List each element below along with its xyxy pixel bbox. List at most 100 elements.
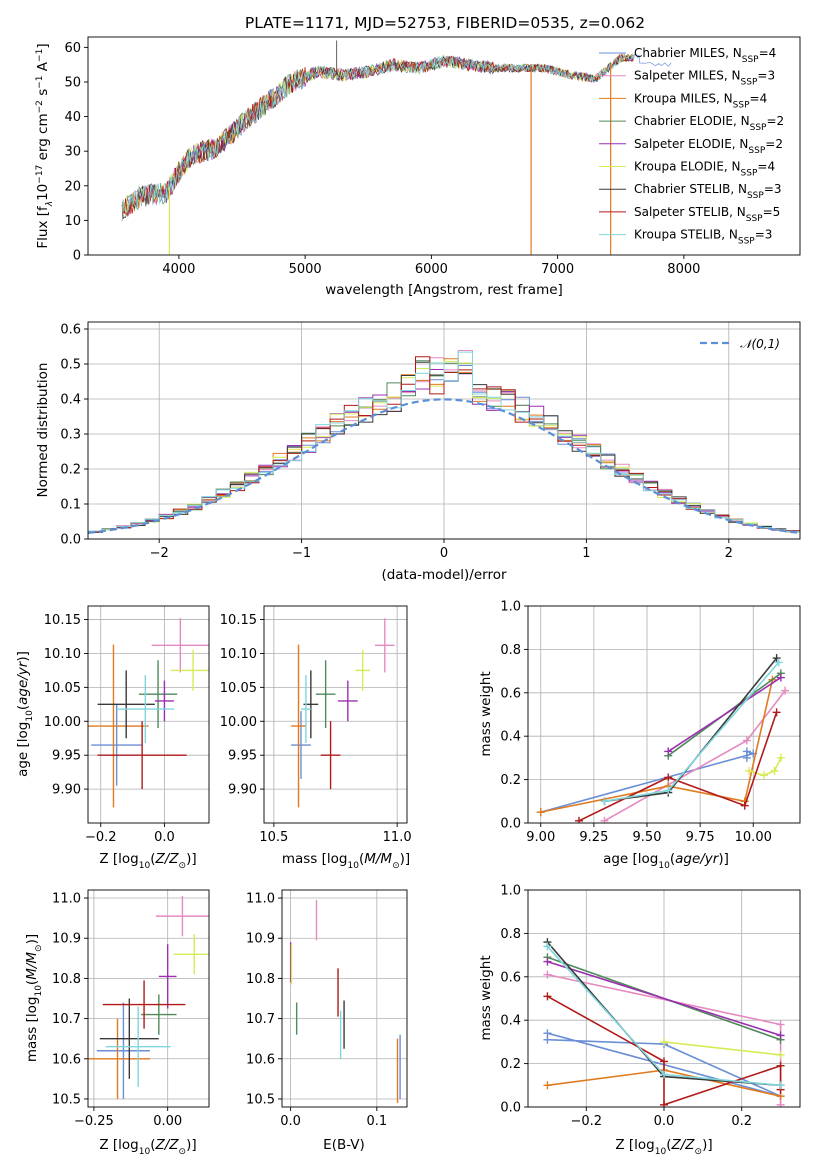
y-tick-label: 10.5: [246, 1092, 275, 1107]
y-tick-label: 10.9: [246, 932, 275, 947]
x-tick-label: 0.0: [280, 1114, 301, 1129]
x-axis-label: (data-model)/error: [381, 567, 507, 583]
x-tick-label: 9.50: [633, 830, 662, 845]
x-tick-label: 1: [582, 546, 590, 561]
x-tick-label: 10.5: [259, 830, 288, 845]
axes-frame: [281, 889, 408, 1108]
y-tick-label: 0.6: [500, 686, 521, 701]
y-tick-label: 0.0: [500, 1101, 521, 1116]
x-tick-label: 9.75: [686, 830, 715, 845]
normal-reference-curve: [88, 398, 800, 534]
plot-area: [88, 890, 209, 1107]
weight-line: [667, 676, 782, 753]
panel-age_vs_mass: 10.5 11.0 9.90 9.95 10.00 10.05 10.10 10.15 mass…: [220, 605, 412, 871]
axes-frame: [87, 36, 801, 256]
plot-layer: [88, 618, 209, 808]
x-tick-label: 9.25: [579, 830, 608, 845]
y-tick-label: 10.9: [52, 932, 81, 947]
y-tick-label: 1.0: [500, 600, 521, 615]
panel-weight_vs_Z: −0.2 0.0 0.2 0.0 0.2 0.4 0.6 0.8 1.0 Z [log10(Z/Z…: [478, 884, 801, 1157]
y-tick-label: 0.2: [500, 773, 521, 788]
panel-mass_vs_Z: −0.25 0.00 10.5 10.6 10.7 10.8 10.9 11.0 Z [log1…: [24, 889, 210, 1157]
x-tick-label: −0.2: [570, 1114, 602, 1129]
figure-title: PLATE=1171, MJD=52753, FIBERID=0535, z=0…: [245, 14, 645, 32]
y-axis-label: mass weight: [478, 955, 494, 1040]
y-tick-label: 10.7: [246, 1012, 275, 1027]
y-tick-label: 0.1: [60, 498, 81, 513]
y-tick-label: 9.90: [52, 783, 81, 798]
y-tick-label: 10: [64, 214, 81, 229]
y-tick-label: 10.15: [220, 613, 257, 628]
panel-weight_vs_age: 9.00 9.25 9.50 9.75 10.00 0.0 0.2 0.4 0.6 0.8 1.0 a…: [478, 600, 801, 871]
spectrum-line: [121, 52, 634, 214]
x-axis-label: age [log10(age/yr)]: [603, 851, 729, 871]
plot-layer: [289, 900, 401, 1103]
axes-frame: [263, 605, 408, 824]
y-tick-label: 10.00: [44, 715, 81, 730]
y-tick-label: 0.2: [60, 463, 81, 478]
y-tick-label: 9.95: [228, 749, 257, 764]
legend-entry: 𝒩(0,1): [740, 337, 780, 351]
panel-mass_vs_EBV: 0.0 0.1 10.5 10.6 10.7 10.8 10.9 11.0 E(B-V): [246, 889, 408, 1153]
x-axis-label: Z [log10(Z/Z⊙)]: [99, 851, 196, 871]
y-tick-label: 0.8: [500, 927, 521, 942]
y-tick-label: 40: [64, 110, 81, 125]
y-tick-label: 10.8: [52, 972, 81, 987]
plot-layer: [121, 40, 672, 255]
y-tick-label: 0: [73, 249, 81, 264]
plot-area: [282, 890, 407, 1107]
y-tick-label: 0.6: [60, 323, 81, 338]
weight-line: [578, 712, 778, 822]
x-tick-label: 0.0: [654, 1114, 675, 1129]
y-tick-label: 0.0: [60, 533, 81, 548]
y-tick-label: 10.05: [220, 681, 257, 696]
y-axis-label: mass weight: [478, 671, 494, 756]
x-tick-label: 0.1: [366, 1114, 387, 1129]
spectrum-line: [121, 53, 634, 215]
y-tick-label: 0.5: [60, 358, 81, 373]
x-tick-label: 5000: [289, 262, 322, 277]
y-tick-label: 10.10: [44, 647, 81, 662]
y-tick-label: 10.5: [52, 1092, 81, 1107]
y-tick-label: 10.05: [44, 681, 81, 696]
x-tick-label: −0.2: [85, 830, 117, 845]
x-axis-label: E(B-V): [323, 1137, 365, 1153]
y-tick-label: 10.8: [246, 972, 275, 987]
spectrum-line: [121, 53, 634, 217]
plot-area: [88, 606, 209, 823]
x-axis-label: Z [log10(Z/Z⊙)]: [99, 1137, 196, 1157]
y-axis-label: mass [log10(M/M⊙)]: [24, 934, 44, 1062]
y-tick-label: 60: [64, 41, 81, 56]
y-tick-label: 10.6: [246, 1052, 275, 1067]
y-tick-label: 0.0: [500, 817, 521, 832]
x-tick-label: 11.0: [383, 830, 412, 845]
x-tick-label: 7000: [541, 262, 574, 277]
axes-frame: [87, 605, 210, 824]
y-tick-label: 30: [64, 145, 81, 160]
plot-layer: [291, 618, 395, 808]
x-axis-label: Z [log10(Z/Z⊙)]: [615, 1137, 712, 1157]
plot-layer: [88, 350, 800, 535]
y-axis-label: Flux [fλ10−17 erg cm−2 s−1 A−1]: [35, 43, 55, 248]
axes-frame: [527, 889, 801, 1108]
plot-layer: [536, 654, 790, 823]
x-tick-label: 0.2: [731, 1114, 752, 1129]
y-tick-label: 0.4: [60, 393, 81, 408]
y-tick-label: 0.3: [60, 428, 81, 443]
y-tick-label: 10.10: [220, 647, 257, 662]
y-tick-label: 0.4: [500, 1014, 521, 1029]
x-axis-label: wavelength [Angstrom, rest frame]: [325, 282, 563, 298]
plot-layer: [88, 896, 209, 1099]
y-tick-label: 10.15: [44, 613, 81, 628]
x-tick-label: 2: [725, 546, 733, 561]
y-tick-label: 10.6: [52, 1052, 81, 1067]
y-tick-label: 0.2: [500, 1057, 521, 1072]
y-tick-label: 20: [64, 179, 81, 194]
y-tick-label: 1.0: [500, 884, 521, 899]
x-tick-label: 8000: [667, 262, 700, 277]
spectrum-line: [121, 53, 634, 220]
x-tick-label: 6000: [415, 262, 448, 277]
axes-frame: [87, 321, 801, 540]
weight-line: [663, 1041, 781, 1056]
